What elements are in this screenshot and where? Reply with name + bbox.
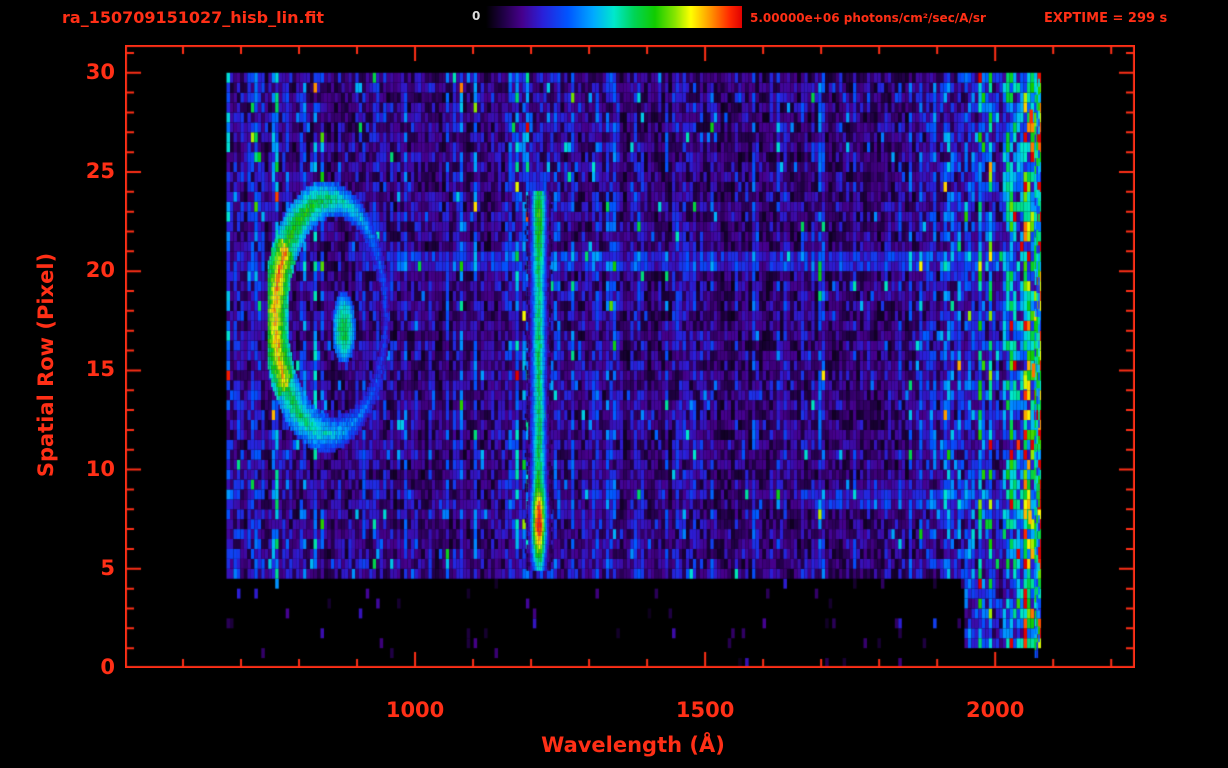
x-axis-title: Wavelength (Å) xyxy=(541,733,725,757)
colorbar-max-label: 5.00000e+06 photons/cm²/sec/A/sr xyxy=(750,11,986,25)
filename-title: ra_150709151027_hisb_lin.fit xyxy=(62,8,325,27)
y-tick-label: 30 xyxy=(85,59,115,84)
y-tick-label: 5 xyxy=(100,555,115,580)
spectral-image-canvas xyxy=(125,45,1135,668)
x-tick-label: 2000 xyxy=(965,698,1025,722)
y-tick-label: 0 xyxy=(100,655,115,679)
exptime-label: EXPTIME = 299 s xyxy=(1044,11,1168,26)
x-tick-label: 1500 xyxy=(675,698,735,722)
colorbar-min-label: 0 xyxy=(472,9,481,23)
y-tick-label: 20 xyxy=(85,258,115,283)
y-tick-label: 25 xyxy=(85,158,115,183)
y-axis-title: Spatial Row (Pixel) xyxy=(34,252,58,478)
y-tick-label: 15 xyxy=(85,357,115,382)
y-tick-label: 10 xyxy=(85,456,115,481)
colorbar-gradient xyxy=(486,6,742,28)
x-tick-label: 1000 xyxy=(385,698,445,722)
